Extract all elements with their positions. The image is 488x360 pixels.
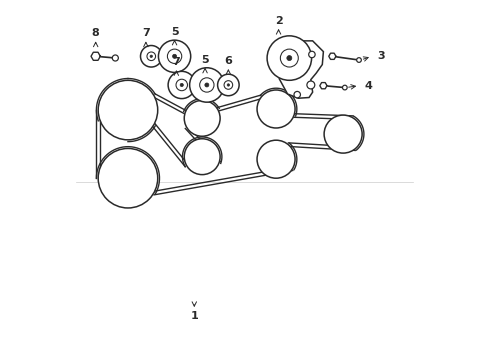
Circle shape — [306, 81, 314, 89]
Text: 5: 5 — [201, 54, 208, 64]
Circle shape — [342, 85, 346, 90]
Circle shape — [150, 55, 152, 58]
Text: 8: 8 — [92, 28, 100, 39]
Text: 6: 6 — [224, 56, 232, 66]
Polygon shape — [328, 53, 335, 59]
Text: 7: 7 — [142, 28, 149, 39]
Circle shape — [257, 140, 294, 178]
Circle shape — [189, 68, 224, 102]
Circle shape — [158, 40, 190, 72]
Circle shape — [356, 58, 361, 62]
Text: 5: 5 — [170, 27, 178, 37]
Text: 7: 7 — [172, 57, 180, 67]
Text: 2: 2 — [274, 16, 282, 26]
Circle shape — [98, 80, 158, 140]
Circle shape — [293, 91, 300, 98]
Text: 4: 4 — [364, 81, 372, 91]
Circle shape — [217, 74, 239, 96]
Polygon shape — [279, 41, 323, 98]
Circle shape — [227, 84, 229, 86]
Polygon shape — [319, 82, 326, 89]
Circle shape — [266, 36, 311, 80]
Circle shape — [168, 71, 195, 99]
Polygon shape — [91, 52, 100, 60]
Circle shape — [184, 139, 220, 175]
Circle shape — [140, 45, 162, 67]
Circle shape — [112, 55, 118, 61]
Circle shape — [308, 51, 314, 58]
Circle shape — [172, 54, 176, 58]
Circle shape — [324, 115, 362, 153]
Circle shape — [184, 100, 220, 136]
Circle shape — [257, 90, 294, 128]
Text: 3: 3 — [376, 51, 384, 61]
Text: 1: 1 — [190, 311, 198, 321]
Circle shape — [180, 84, 183, 86]
Circle shape — [204, 83, 208, 87]
Circle shape — [286, 55, 291, 60]
Circle shape — [98, 148, 158, 208]
